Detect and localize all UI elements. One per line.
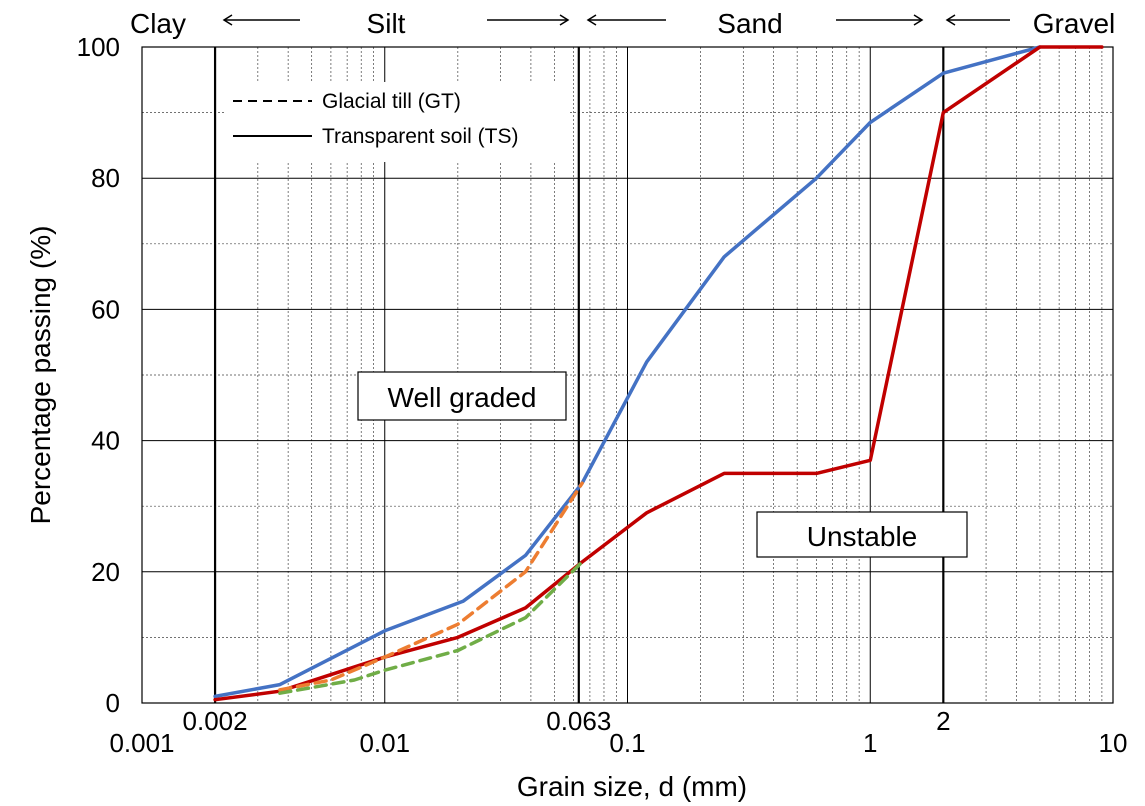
y-tick-label: 0 bbox=[106, 688, 120, 718]
zone-label-sand: Sand bbox=[717, 8, 782, 39]
annotation-unstable: Unstable bbox=[756, 511, 968, 558]
series-line-1 bbox=[213, 45, 1042, 699]
x-boundary-tick-label: 0.063 bbox=[546, 706, 611, 736]
zone-header: Clay Silt Sand Gravel bbox=[130, 8, 1115, 39]
series-layer bbox=[213, 45, 1104, 702]
y-tick-label: 40 bbox=[91, 426, 120, 456]
legend: Glacial till (GT) Transparent soil (TS) bbox=[225, 82, 570, 162]
x-boundary-tick-label: 2 bbox=[936, 706, 950, 736]
legend-background bbox=[225, 82, 570, 162]
zone-label-silt: Silt bbox=[367, 8, 406, 39]
legend-label-transparent-soil: Transparent soil (TS) bbox=[322, 125, 518, 148]
arrowhead-left-icon bbox=[945, 14, 956, 26]
series-line-4 bbox=[278, 560, 584, 695]
annotation-text: Unstable bbox=[807, 521, 918, 552]
arrowhead-right-icon bbox=[559, 14, 570, 26]
boundary-lines bbox=[213, 47, 945, 703]
x-tick-label: 10 bbox=[1099, 728, 1128, 758]
y-tick-label: 60 bbox=[91, 294, 120, 324]
x-tick-label: 0.1 bbox=[609, 728, 645, 758]
zone-label-gravel: Gravel bbox=[1033, 8, 1115, 39]
x-axis-title: Grain size, d (mm) bbox=[517, 771, 747, 802]
annotation-well-graded: Well graded bbox=[357, 371, 567, 421]
annotation-box bbox=[756, 511, 968, 558]
x-tick-label: 1 bbox=[863, 728, 877, 758]
arrowhead-right-icon bbox=[913, 14, 924, 26]
zone-label-clay: Clay bbox=[130, 8, 186, 39]
tick-labels: 0 20 40 60 80 100 0.001 0.01 0.1 1 10 0.002 0.063 2 bbox=[77, 32, 1128, 758]
x-tick-label: 0.001 bbox=[109, 728, 174, 758]
y-tick-label: 100 bbox=[77, 32, 120, 62]
x-boundary-tick-label: 0.002 bbox=[183, 706, 248, 736]
series-line-2 bbox=[213, 45, 1104, 702]
series-line-3 bbox=[278, 481, 584, 692]
y-tick-label: 20 bbox=[91, 557, 120, 587]
plot-frame bbox=[141, 46, 1114, 704]
annotation-text: Well graded bbox=[388, 382, 537, 413]
arrowhead-left-icon bbox=[586, 14, 597, 26]
annotation-box bbox=[357, 371, 567, 421]
y-tick-label: 80 bbox=[91, 163, 120, 193]
legend-label-glacial-till: Glacial till (GT) bbox=[322, 90, 461, 113]
y-axis-title: Percentage passing (%) bbox=[25, 226, 56, 525]
x-tick-label: 0.01 bbox=[359, 728, 410, 758]
arrowhead-left-icon bbox=[222, 14, 233, 26]
